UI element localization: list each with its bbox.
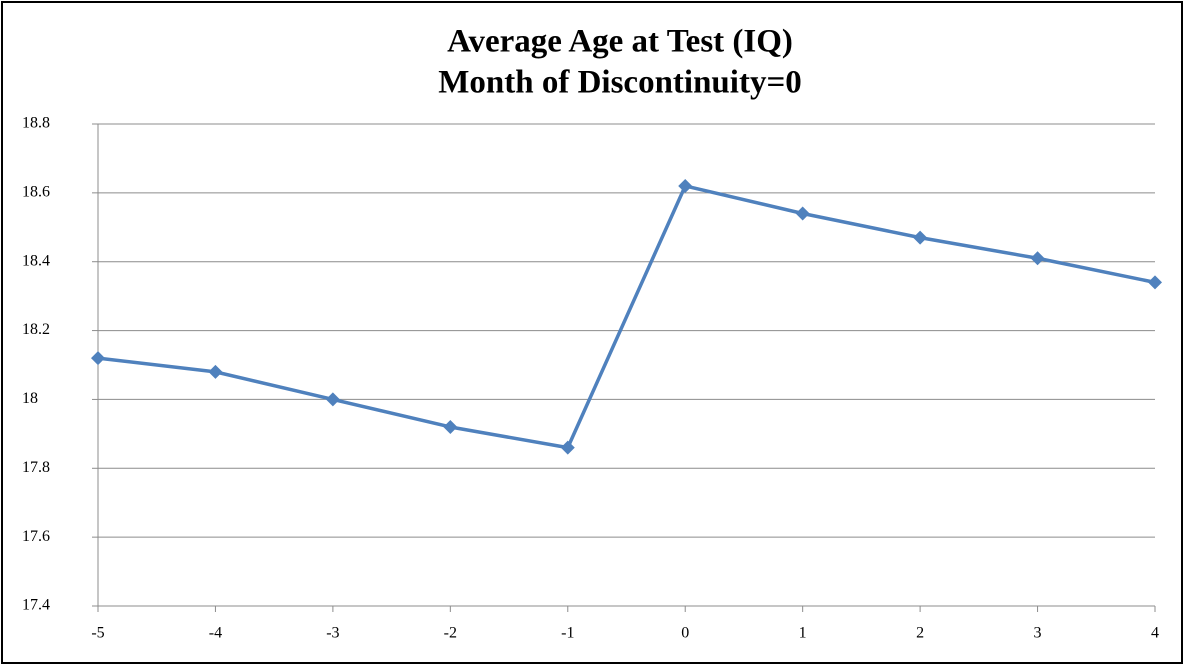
x-tick-label: 0 — [681, 625, 689, 642]
data-marker — [1030, 251, 1045, 266]
x-tick-label: 1 — [799, 625, 807, 642]
y-tick-label: 17.8 — [22, 459, 50, 476]
x-tick-label: -5 — [91, 625, 104, 642]
y-tick-label: 18.4 — [22, 252, 50, 269]
data-marker — [91, 351, 105, 366]
x-tick-label: 3 — [1034, 625, 1042, 642]
y-tick-label: 18.8 — [22, 115, 50, 132]
data-marker — [443, 419, 458, 434]
data-marker — [678, 178, 693, 193]
x-tick-label: 4 — [1151, 625, 1159, 642]
x-tick-label: 2 — [916, 625, 924, 642]
x-tick-label: -4 — [209, 625, 222, 642]
data-marker — [208, 364, 223, 379]
data-marker — [1148, 275, 1162, 290]
y-tick-label: 18.2 — [22, 321, 50, 338]
data-marker — [913, 230, 928, 245]
chart-subtitle: Month of Discontinuity=0 — [438, 65, 802, 101]
data-marker — [795, 206, 810, 221]
y-tick-label: 17.4 — [22, 597, 50, 614]
y-tick-label: 18.6 — [22, 184, 50, 201]
data-line — [97, 184, 1156, 450]
chart-title: Average Age at Test (IQ) — [447, 24, 793, 60]
data-marker — [560, 440, 575, 455]
y-tick-label: 18 — [22, 390, 38, 407]
x-tick-label: -2 — [444, 625, 457, 642]
data-marker — [325, 392, 340, 407]
x-tick-label: -3 — [326, 625, 339, 642]
x-tick-label: -1 — [561, 625, 574, 642]
y-tick-label: 17.6 — [22, 528, 50, 545]
